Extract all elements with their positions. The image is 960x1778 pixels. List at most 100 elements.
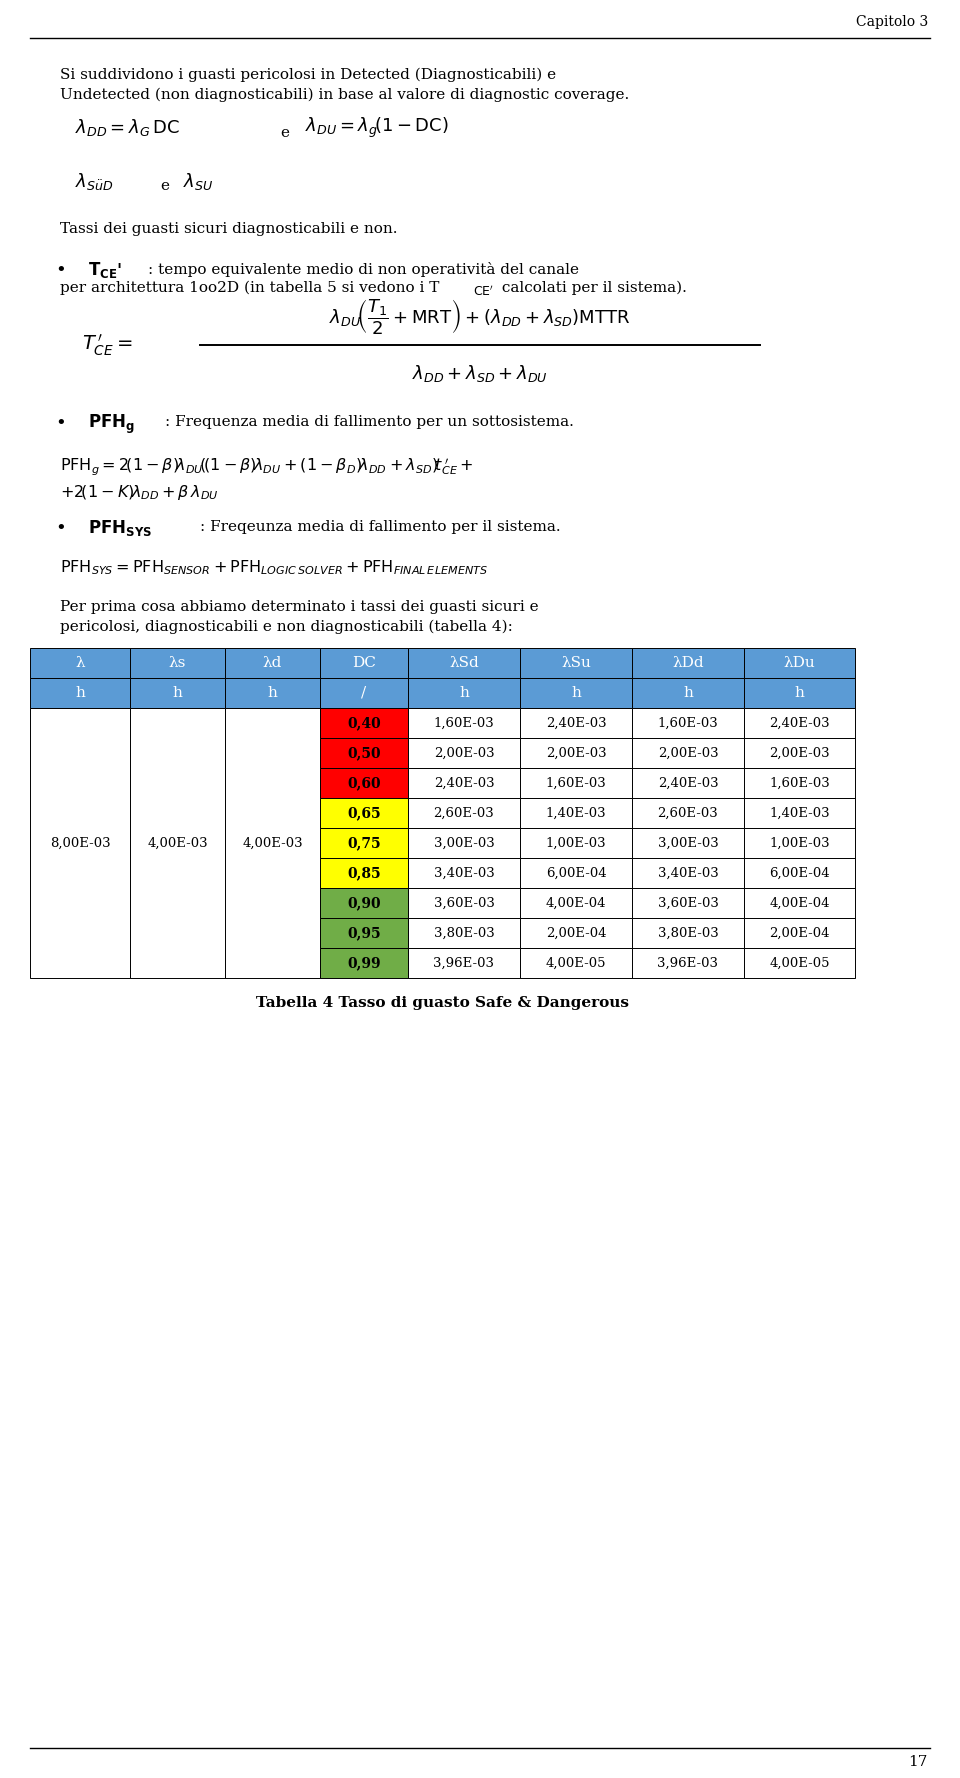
Bar	[632, 677, 744, 708]
Bar	[744, 798, 855, 829]
Text: h: h	[173, 686, 182, 701]
Bar	[408, 798, 520, 829]
Bar	[744, 859, 855, 887]
Text: Si suddividono i guasti pericolosi in Detected (Diagnosticabili) e: Si suddividono i guasti pericolosi in De…	[60, 68, 556, 82]
Text: 2,00E-04: 2,00E-04	[545, 926, 607, 939]
Bar	[320, 708, 408, 738]
Bar	[130, 708, 225, 978]
Bar	[320, 768, 408, 798]
Text: $\mathrm{CE}'$: $\mathrm{CE}'$	[473, 284, 494, 299]
Text: $\lambda_{DD}=\lambda_G\,\mathrm{DC}$: $\lambda_{DD}=\lambda_G\,\mathrm{DC}$	[75, 117, 180, 139]
Bar	[632, 948, 744, 978]
Text: 1,60E-03: 1,60E-03	[434, 717, 494, 729]
Text: 2,00E-03: 2,00E-03	[769, 747, 829, 759]
Bar	[408, 948, 520, 978]
Text: 2,00E-03: 2,00E-03	[545, 747, 607, 759]
Text: : tempo equivalente medio di non operatività del canale: : tempo equivalente medio di non operati…	[148, 261, 579, 277]
Text: h: h	[459, 686, 468, 701]
Text: 4,00E-05: 4,00E-05	[769, 957, 829, 969]
Bar	[744, 829, 855, 859]
Bar	[225, 677, 320, 708]
Bar	[744, 917, 855, 948]
Bar	[408, 738, 520, 768]
Text: 2,60E-03: 2,60E-03	[658, 807, 718, 820]
Text: 3,60E-03: 3,60E-03	[658, 896, 718, 910]
Text: λSd: λSd	[449, 656, 479, 670]
Bar	[320, 829, 408, 859]
Bar	[744, 887, 855, 917]
Bar	[320, 798, 408, 829]
Bar	[225, 708, 320, 978]
Text: 4,00E-03: 4,00E-03	[242, 836, 302, 850]
Text: 0,85: 0,85	[348, 866, 381, 880]
Text: 2,40E-03: 2,40E-03	[658, 777, 718, 789]
Bar	[520, 768, 632, 798]
Text: $\mathbf{PFH_{SYS}}$: $\mathbf{PFH_{SYS}}$	[88, 517, 152, 539]
Text: 8,00E-03: 8,00E-03	[50, 836, 110, 850]
Text: 4,00E-03: 4,00E-03	[147, 836, 207, 850]
Text: 0,75: 0,75	[348, 836, 381, 850]
Text: 3,80E-03: 3,80E-03	[658, 926, 718, 939]
Bar	[520, 829, 632, 859]
Bar	[30, 708, 130, 978]
Bar	[744, 738, 855, 768]
Text: e: e	[160, 180, 169, 194]
Text: 4,00E-04: 4,00E-04	[545, 896, 607, 910]
Bar	[225, 647, 320, 677]
Bar	[320, 647, 408, 677]
Bar	[520, 677, 632, 708]
Text: 4,00E-05: 4,00E-05	[545, 957, 607, 969]
Text: Undetected (non diagnosticabili) in base al valore di diagnostic coverage.: Undetected (non diagnosticabili) in base…	[60, 87, 629, 103]
Bar	[320, 677, 408, 708]
Text: 0,95: 0,95	[348, 926, 381, 941]
Text: λDd: λDd	[672, 656, 704, 670]
Text: $\mathrm{PFH}_g=2\!\left(1-\beta\right)\!\lambda_{DU}\!\left(\!\left(1-\beta\rig: $\mathrm{PFH}_g=2\!\left(1-\beta\right)\…	[60, 455, 473, 477]
Text: 1,40E-03: 1,40E-03	[545, 807, 607, 820]
Bar	[520, 917, 632, 948]
Text: 2,00E-03: 2,00E-03	[658, 747, 718, 759]
Text: 1,00E-03: 1,00E-03	[545, 836, 607, 850]
Text: h: h	[795, 686, 804, 701]
Bar	[632, 917, 744, 948]
Bar	[520, 798, 632, 829]
Text: $\lambda_{DD}+\lambda_{SD}+\lambda_{DU}$: $\lambda_{DD}+\lambda_{SD}+\lambda_{DU}$	[412, 363, 548, 384]
Text: $\mathrm{PFH}_{SYS}=\mathrm{PFH}_{SENSOR}+\mathrm{PFH}_{LOGIC\,SOLVER}+\mathrm{P: $\mathrm{PFH}_{SYS}=\mathrm{PFH}_{SENSOR…	[60, 558, 488, 576]
Bar	[408, 859, 520, 887]
Text: 3,40E-03: 3,40E-03	[658, 866, 718, 880]
Bar	[30, 647, 130, 677]
Text: $\lambda_{DU}=\lambda_g\!\left(1-\mathrm{DC}\right)$: $\lambda_{DU}=\lambda_g\!\left(1-\mathrm…	[305, 116, 448, 140]
Bar	[632, 829, 744, 859]
Bar	[520, 708, 632, 738]
Bar	[744, 677, 855, 708]
Bar	[520, 948, 632, 978]
Text: $\lambda_{DU}\!\left(\dfrac{T_1}{2}+\mathrm{MRT}\right)+\left(\lambda_{DD}+\lamb: $\lambda_{DU}\!\left(\dfrac{T_1}{2}+\mat…	[329, 297, 631, 336]
Text: $\lambda_{SU}$: $\lambda_{SU}$	[183, 171, 213, 192]
Text: Capitolo 3: Capitolo 3	[855, 14, 928, 28]
Text: 0,40: 0,40	[348, 717, 381, 731]
Text: Per prima cosa abbiamo determinato i tassi dei guasti sicuri e: Per prima cosa abbiamo determinato i tas…	[60, 599, 539, 613]
Text: e: e	[280, 126, 289, 140]
Text: pericolosi, diagnosticabili e non diagnosticabili (tabella 4):: pericolosi, diagnosticabili e non diagno…	[60, 621, 513, 635]
Text: per architettura 1oo2D (in tabella 5 si vedono i T: per architettura 1oo2D (in tabella 5 si …	[60, 281, 440, 295]
Bar	[408, 677, 520, 708]
Text: $T_{CE}^{\,\prime}=$: $T_{CE}^{\,\prime}=$	[82, 332, 132, 357]
Bar	[320, 887, 408, 917]
Bar	[744, 948, 855, 978]
Text: 3,00E-03: 3,00E-03	[658, 836, 718, 850]
Text: DC: DC	[352, 656, 376, 670]
Bar	[632, 887, 744, 917]
Text: 0,60: 0,60	[348, 775, 381, 789]
Bar	[520, 738, 632, 768]
Bar	[320, 859, 408, 887]
Text: $\mathbf{T}_{\mathbf{CE}}$': $\mathbf{T}_{\mathbf{CE}}$'	[88, 260, 122, 279]
Bar	[632, 708, 744, 738]
Bar	[408, 647, 520, 677]
Text: λd: λd	[263, 656, 282, 670]
Bar	[632, 647, 744, 677]
Text: 3,80E-03: 3,80E-03	[434, 926, 494, 939]
Text: 0,99: 0,99	[348, 957, 381, 971]
Text: /: /	[361, 686, 367, 701]
Text: : Freqeunza media di fallimento per il sistema.: : Freqeunza media di fallimento per il s…	[200, 519, 561, 533]
Text: calcolati per il sistema).: calcolati per il sistema).	[497, 281, 686, 295]
Text: h: h	[268, 686, 277, 701]
